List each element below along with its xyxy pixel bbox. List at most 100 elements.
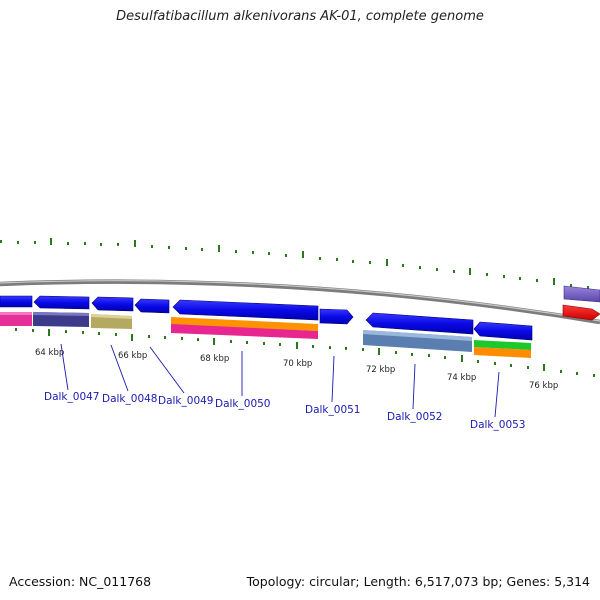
genome-backbone-highlight — [0, 280, 600, 322]
tick-mark — [279, 343, 281, 346]
feature-bar — [474, 347, 531, 358]
leader-line — [494, 371, 500, 418]
tick-mark — [131, 334, 133, 341]
leader-line — [331, 355, 335, 403]
leader-line — [149, 346, 185, 394]
tick-mark — [576, 372, 578, 375]
tick-mark — [494, 362, 496, 365]
leader-line — [412, 363, 416, 410]
feature-bar — [33, 312, 89, 316]
tick-mark — [84, 242, 86, 245]
label-leaders — [60, 343, 500, 418]
gene-arrow[interactable] — [172, 299, 319, 321]
tick-mark — [197, 338, 199, 341]
tick-mark — [336, 258, 338, 261]
tick-mark — [235, 250, 237, 253]
tick-mark — [218, 245, 220, 252]
tick-mark — [185, 247, 187, 250]
map-title: Desulfatibacillum alkenivorans AK-01, co… — [116, 9, 484, 24]
tick-mark — [164, 336, 166, 339]
tick-mark — [527, 366, 529, 369]
gene-label-dalk-0053[interactable]: Dalk_0053 — [470, 419, 526, 431]
tick-mark — [98, 332, 100, 335]
tick-mark — [17, 241, 19, 244]
tick-mark — [510, 364, 512, 367]
gene-label-dalk-0047[interactable]: Dalk_0047 — [44, 391, 100, 403]
tick-mark — [386, 259, 388, 266]
tick-mark — [319, 257, 321, 260]
tick-mark — [67, 242, 69, 245]
tick-mark — [181, 337, 183, 340]
gene-arrow[interactable] — [562, 304, 600, 321]
tick-mark — [48, 329, 50, 336]
feature-bar — [91, 314, 132, 319]
leader-line — [60, 343, 69, 391]
tick-mark — [519, 277, 521, 280]
feature-bar — [363, 330, 472, 341]
gene-track — [0, 285, 600, 341]
tick-mark — [395, 351, 397, 354]
gene-label-dalk-0051[interactable]: Dalk_0051 — [305, 404, 361, 416]
tick-mark — [213, 338, 215, 345]
tick-mark — [419, 266, 421, 269]
tick-mark — [168, 246, 170, 249]
feature-bar — [171, 317, 318, 331]
feature-track — [0, 312, 531, 358]
tick-mark — [428, 354, 430, 357]
gene-arrow[interactable] — [319, 308, 354, 325]
gene-label-dalk-0052[interactable]: Dalk_0052 — [387, 411, 443, 423]
tick-mark — [560, 370, 562, 373]
tick-mark — [453, 270, 455, 273]
kbp-label: 70 kbp — [283, 359, 312, 369]
tick-mark — [543, 364, 545, 371]
gene-arrow[interactable] — [0, 295, 33, 308]
tick-mark — [201, 248, 203, 251]
gene-label-dalk-0049[interactable]: Dalk_0049 — [158, 395, 214, 407]
gene-arrow[interactable] — [365, 312, 474, 335]
tick-mark — [252, 251, 254, 254]
gene-arrow[interactable] — [91, 296, 134, 312]
gene-arrow[interactable] — [473, 321, 533, 341]
kbp-scale: 64 kbp 66 kbp 68 kbp 70 kbp 72 kbp 74 kb… — [35, 348, 558, 391]
kbp-label: 72 kbp — [366, 365, 395, 375]
tick-mark — [587, 286, 589, 289]
feature-bar — [0, 312, 32, 315]
tick-mark — [486, 273, 488, 276]
outer-tick-ring — [0, 238, 589, 289]
genome-backbone — [0, 279, 600, 325]
kbp-label: 76 kbp — [529, 381, 558, 391]
tick-mark — [285, 254, 287, 257]
tick-mark — [65, 330, 67, 333]
tick-mark — [100, 243, 102, 246]
tick-mark — [411, 353, 413, 356]
kbp-label: 66 kbp — [118, 351, 147, 361]
tick-mark — [369, 261, 371, 264]
feature-bar — [171, 324, 318, 339]
tick-mark — [302, 251, 304, 258]
tick-mark — [0, 240, 2, 243]
tick-mark — [117, 243, 119, 246]
tick-mark — [469, 268, 471, 275]
gene-arrow[interactable] — [563, 285, 600, 303]
tick-mark — [362, 348, 364, 351]
tick-mark — [444, 356, 446, 359]
gene-labels: Dalk_0047 Dalk_0048 Dalk_0049 Dalk_0050 … — [44, 391, 526, 431]
tick-mark — [82, 331, 84, 334]
tick-mark — [151, 245, 153, 248]
inner-tick-ring — [15, 328, 595, 377]
gene-label-dalk-0050[interactable]: Dalk_0050 — [215, 398, 271, 410]
tick-mark — [50, 238, 52, 245]
tick-mark — [115, 333, 117, 336]
kbp-label: 68 kbp — [200, 354, 229, 364]
tick-mark — [263, 342, 265, 345]
gene-arrow[interactable] — [33, 295, 90, 310]
tick-mark — [553, 278, 555, 285]
gene-arrow[interactable] — [134, 298, 170, 314]
tick-mark — [593, 374, 595, 377]
kbp-label: 64 kbp — [35, 348, 64, 358]
leader-line — [110, 344, 129, 392]
tick-mark — [230, 340, 232, 343]
feature-bar — [474, 340, 531, 350]
gene-label-dalk-0048[interactable]: Dalk_0048 — [102, 393, 158, 405]
